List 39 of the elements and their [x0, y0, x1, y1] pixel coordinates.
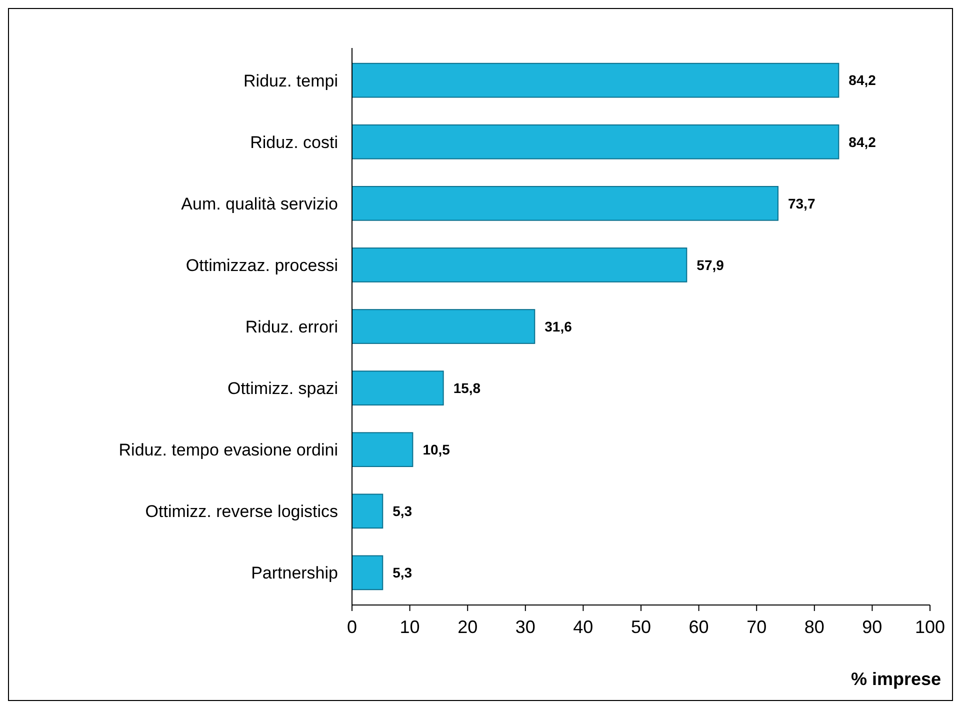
- bar: [352, 370, 444, 406]
- x-axis-title: % imprese: [850, 669, 941, 689]
- x-tick-label: 40: [573, 617, 594, 637]
- x-tick-label: 20: [458, 617, 478, 637]
- y-tick-label: Riduz. errori: [245, 317, 338, 336]
- x-tick-label: 0: [346, 617, 358, 637]
- x-tick-label: 100: [914, 617, 946, 637]
- data-label: 84,2: [848, 134, 876, 150]
- data-label: 73,7: [788, 195, 816, 212]
- y-tick-label: Ottimizz. reverse logistics: [145, 502, 338, 522]
- data-label: 5,3: [392, 564, 412, 581]
- bar: [352, 124, 840, 160]
- x-tick-label: 80: [804, 617, 824, 637]
- y-tick-label: Partnership: [251, 564, 338, 583]
- y-tick-label: Riduz. tempi: [244, 71, 338, 90]
- y-tick-label: Aum. qualità servizio: [181, 194, 338, 214]
- data-label: 10,5: [422, 441, 450, 458]
- bar: [352, 186, 778, 221]
- bar: [352, 432, 414, 468]
- x-tick-label: 60: [688, 617, 709, 637]
- x-tick-label: 10: [400, 617, 420, 637]
- data-label: 84,2: [848, 72, 876, 88]
- data-label: 5,3: [392, 503, 412, 520]
- y-tick-label: Ottimizzaz. processi: [186, 256, 338, 275]
- bar: [352, 62, 840, 98]
- y-tick-label: Riduz. costi: [250, 132, 338, 152]
- x-tick-label: 30: [515, 617, 536, 637]
- data-label: 57,9: [696, 256, 724, 273]
- bar: [352, 248, 688, 282]
- x-tick-label: 70: [746, 617, 767, 637]
- data-label: 31,6: [544, 318, 572, 334]
- bar: [352, 309, 536, 344]
- y-tick-label: Ottimizz. spazi: [227, 378, 338, 398]
- y-tick-label: Riduz. tempo evasione ordini: [118, 440, 338, 460]
- x-tick-label: 90: [862, 617, 882, 637]
- bar: [352, 494, 384, 529]
- bar: [352, 555, 384, 590]
- data-label: 15,8: [453, 380, 481, 396]
- x-tick-label: 50: [630, 617, 652, 637]
